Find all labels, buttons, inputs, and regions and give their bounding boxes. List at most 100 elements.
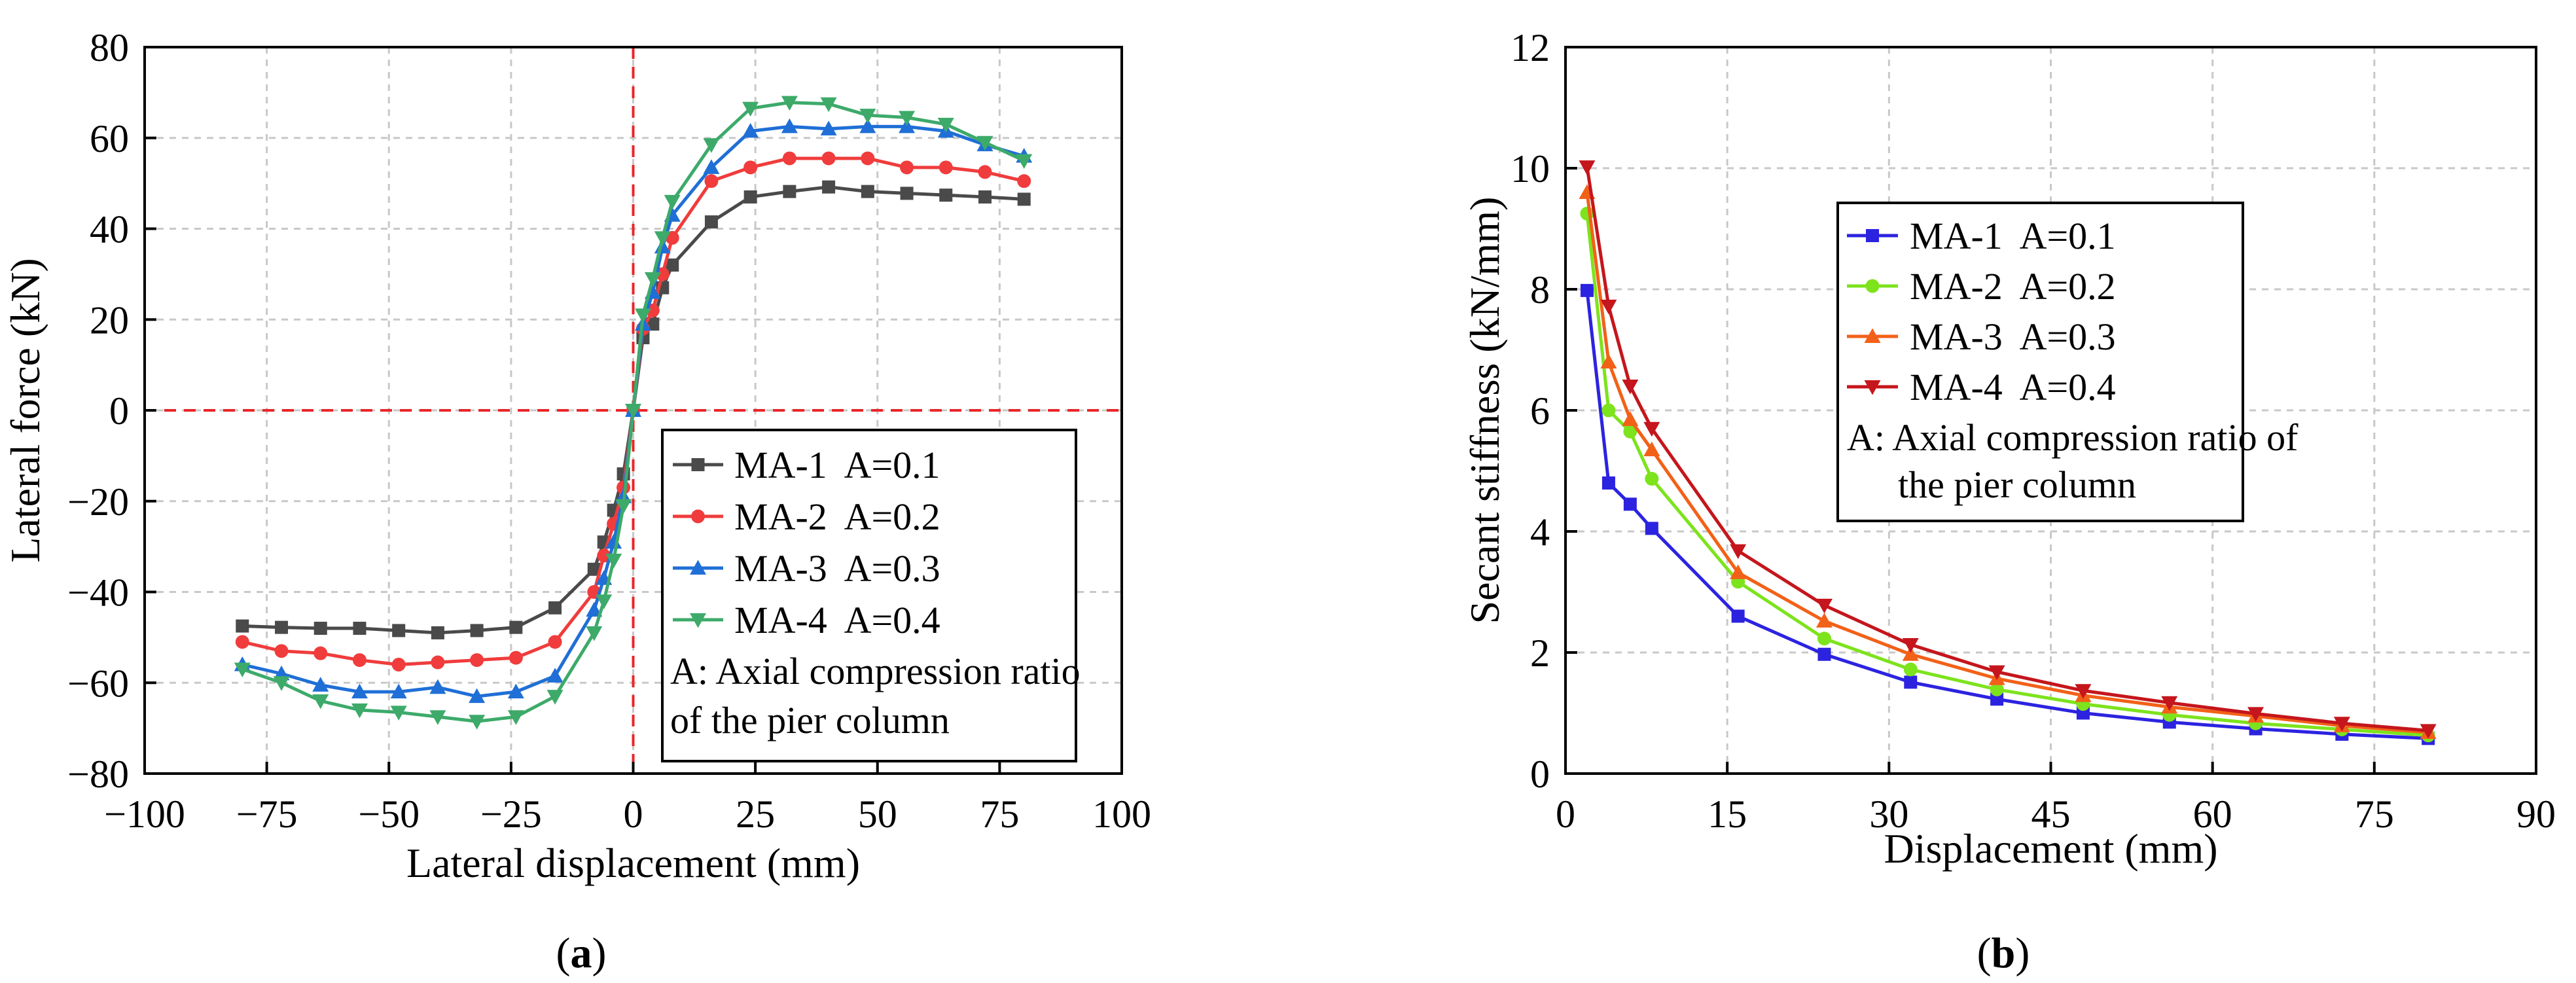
data-point: [939, 160, 953, 175]
x-tick-label: −50: [358, 793, 420, 836]
legend-item: MA-4 A=0.4: [1847, 366, 2116, 408]
series-4: [234, 96, 1033, 730]
y-tick-label: 4: [1530, 510, 1550, 554]
data-point: [1643, 441, 1660, 457]
panel-b-chart: 0 15 30 45 60 75 90 0 2 4 6 8 10 12 Displacement (mm) S…: [1461, 26, 2556, 977]
data-point: [742, 122, 759, 138]
legend-item: MA-1 A=0.1: [1847, 215, 2116, 257]
data-point: [273, 676, 290, 691]
legend-swatch-marker: [1864, 380, 1881, 395]
data-point: [1017, 174, 1031, 188]
x-tick-label: 15: [1708, 793, 1747, 836]
data-point: [1817, 632, 1831, 646]
data-point: [586, 601, 603, 617]
data-point: [900, 187, 914, 200]
legend-label: MA-1 A=0.1: [734, 444, 940, 486]
x-tick-label: 30: [1869, 793, 1908, 836]
data-point: [2333, 717, 2350, 732]
data-point: [743, 190, 757, 204]
data-point: [1816, 598, 1833, 614]
data-point: [431, 655, 445, 670]
data-point: [1903, 662, 1918, 677]
legend-item: MA-2 A=0.2: [1847, 265, 2116, 308]
data-point: [625, 404, 641, 419]
y-tick-label: 12: [1511, 26, 1550, 69]
data-point: [1600, 353, 1617, 368]
legend-label: MA-3 A=0.3: [734, 547, 940, 590]
y-tick-label: −20: [67, 480, 129, 524]
panel-label: (b): [1977, 929, 2030, 977]
x-tick-label: −100: [104, 793, 185, 836]
legend-item: MA-3 A=0.3: [1847, 315, 2116, 358]
data-point: [352, 653, 367, 668]
data-point: [546, 668, 564, 683]
data-point: [1731, 609, 1745, 623]
data-point: [2161, 696, 2178, 711]
y-axis-label: Secant stiffness (kN/mm): [1461, 197, 1508, 624]
data-point: [1730, 564, 1747, 579]
x-tick-label: −25: [480, 793, 542, 836]
legend-box: [661, 429, 1077, 762]
data-point: [703, 138, 720, 153]
data-point: [1990, 692, 2004, 706]
data-point: [899, 118, 916, 134]
data-point: [1645, 472, 1659, 486]
data-point: [820, 97, 837, 113]
data-point: [597, 548, 611, 563]
x-tick-label: 75: [980, 793, 1019, 836]
data-point: [782, 151, 796, 166]
data-point: [615, 499, 632, 514]
data-point: [1016, 154, 1033, 169]
data-point: [978, 190, 992, 204]
data-point: [312, 694, 329, 709]
x-tick-label: 0: [624, 793, 643, 836]
data-point: [470, 653, 484, 668]
data-point: [586, 626, 603, 641]
data-point: [821, 151, 836, 166]
data-point: [1817, 647, 1831, 661]
y-tick-label: 6: [1530, 389, 1550, 433]
data-point: [644, 272, 661, 287]
x-tick-label: 75: [2355, 793, 2394, 836]
panel-label: (a): [556, 929, 607, 977]
data-point: [1816, 613, 1833, 628]
data-point: [353, 622, 367, 635]
data-point: [703, 159, 720, 174]
data-point: [742, 101, 759, 117]
data-point: [1988, 665, 2005, 681]
data-point: [861, 151, 875, 166]
y-tick-label: 60: [90, 117, 129, 160]
x-tick-label: 100: [1092, 793, 1151, 836]
data-point: [1902, 637, 1919, 653]
panel-label-letter: a: [571, 929, 592, 977]
data-point: [275, 620, 289, 634]
data-point: [976, 135, 993, 151]
data-point: [859, 109, 876, 124]
legend-swatch-marker: [1866, 229, 1879, 242]
y-tick-label: 80: [90, 26, 129, 69]
data-point: [392, 624, 406, 637]
data-point: [664, 194, 681, 210]
data-point: [469, 688, 486, 704]
data-point: [783, 185, 796, 198]
x-tick-label: −75: [236, 793, 298, 836]
data-point: [605, 553, 622, 569]
data-point: [1580, 283, 1594, 297]
data-point: [1623, 424, 1637, 438]
data-point: [1990, 682, 2004, 696]
data-point: [666, 259, 679, 272]
legend: MA-1 A=0.1 MA-2 A=0.2 MA-3 A=0.3 MA-4 A=0.4…: [661, 429, 1081, 762]
data-point: [2420, 724, 2437, 739]
data-point: [390, 683, 407, 699]
data-point: [820, 120, 837, 135]
legend-note: A: Axial compression ratio of the pier co…: [670, 650, 1081, 742]
data-point: [1601, 476, 1615, 490]
data-point: [822, 180, 836, 194]
legend-swatch-marker: [1865, 279, 1880, 293]
data-point: [313, 622, 327, 635]
x-tick-label: 60: [2193, 793, 2232, 836]
data-point: [1622, 380, 1639, 395]
data-point: [274, 644, 289, 658]
data-point: [431, 626, 444, 639]
